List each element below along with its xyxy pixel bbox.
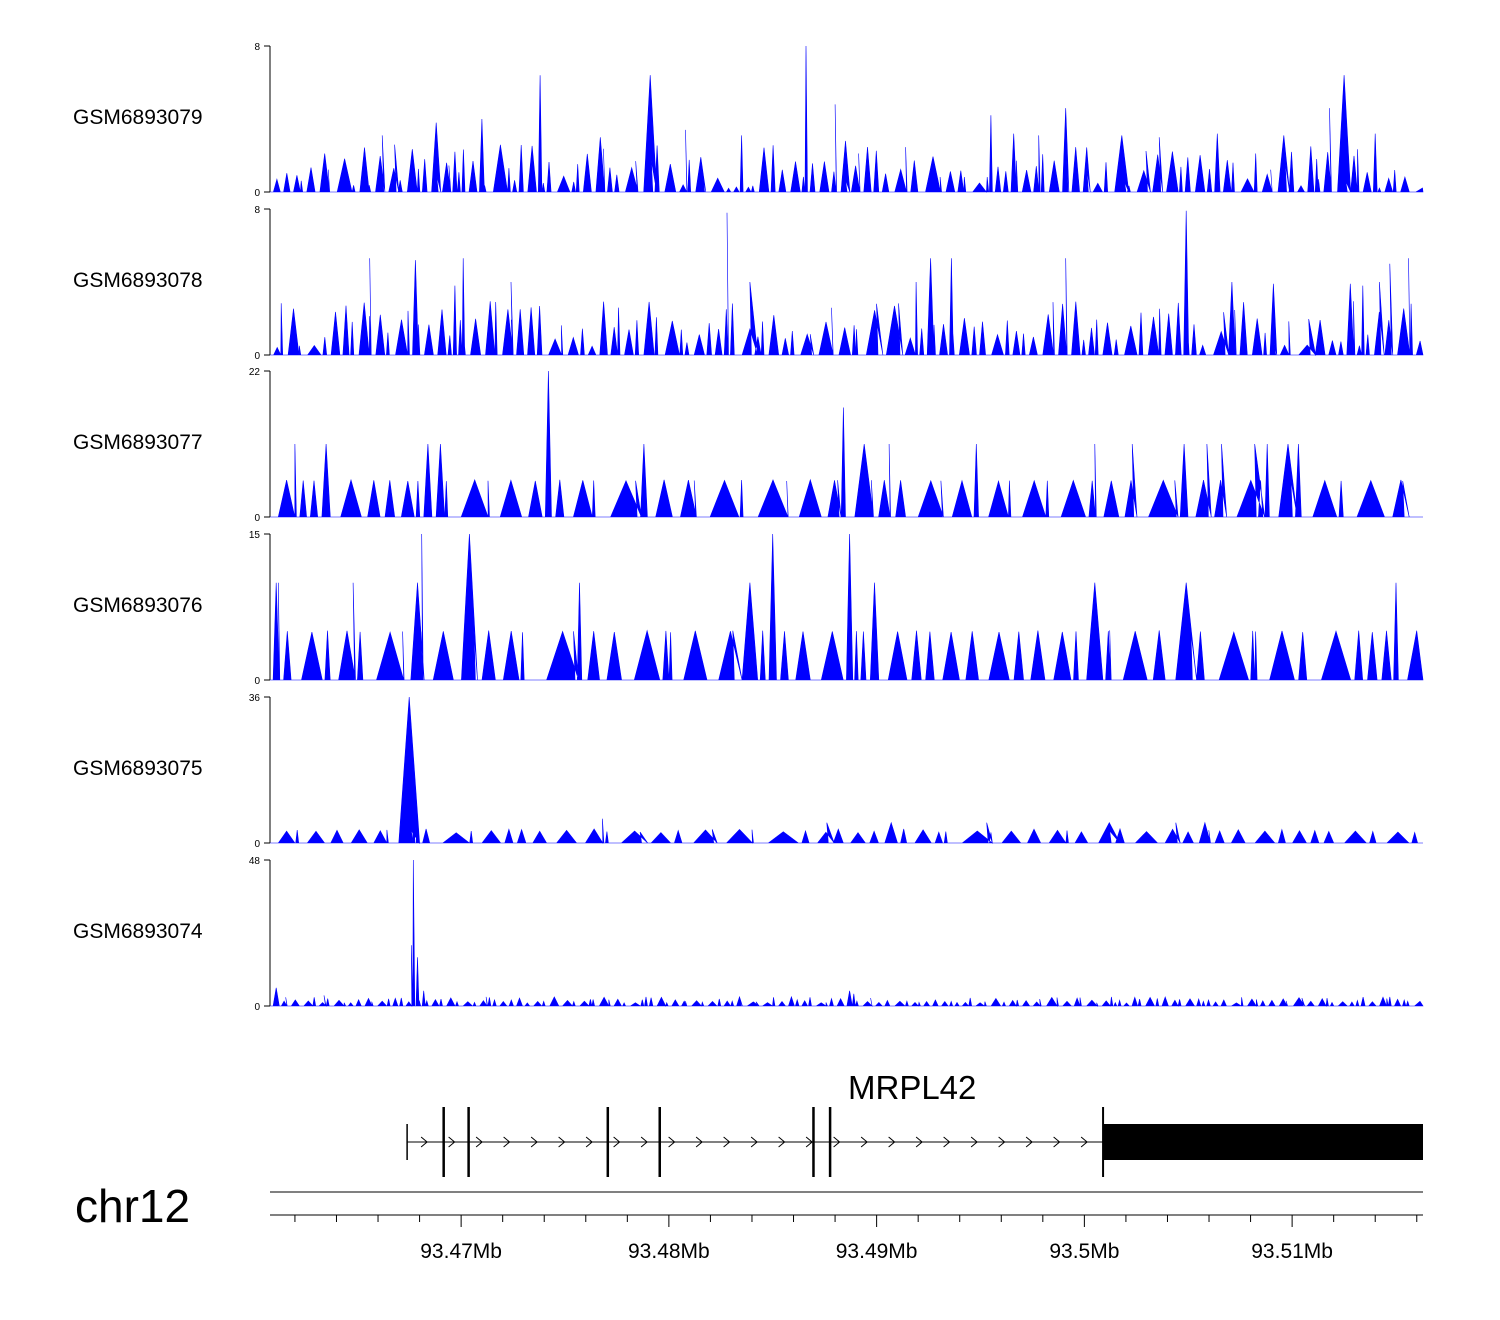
strand-arrow bbox=[805, 1136, 813, 1148]
y-max-label: 8 bbox=[254, 42, 260, 53]
strand-arrow bbox=[833, 1136, 841, 1148]
track-label: GSM6893079 bbox=[73, 106, 203, 129]
track-label: GSM6893077 bbox=[73, 431, 203, 454]
x-tick-label: 93.49Mb bbox=[836, 1240, 918, 1263]
y-max-label: 36 bbox=[249, 693, 261, 704]
signal-area bbox=[270, 370, 1423, 518]
track-label: GSM6893078 bbox=[73, 269, 203, 292]
track-label: GSM6893076 bbox=[73, 594, 203, 617]
track-GSM6893075: GSM6893075 36 0 bbox=[73, 693, 1423, 850]
x-tick-label: 93.47Mb bbox=[420, 1240, 502, 1263]
strand-arrow bbox=[750, 1136, 758, 1148]
strand-arrow bbox=[420, 1136, 428, 1148]
strand-arrow bbox=[585, 1136, 593, 1148]
strand-arrow bbox=[668, 1136, 676, 1148]
y-min-label: 0 bbox=[254, 839, 260, 850]
exon bbox=[828, 1107, 832, 1177]
track-GSM6893076: GSM6893076 15 0 bbox=[73, 530, 1424, 687]
strand-arrow bbox=[888, 1136, 896, 1148]
signal-area bbox=[270, 859, 1424, 1008]
strand-arrow bbox=[448, 1136, 456, 1148]
chromosome-label: chr12 bbox=[75, 1180, 190, 1232]
y-min-label: 0 bbox=[254, 351, 260, 362]
signal-area bbox=[270, 696, 1423, 845]
track-GSM6893078: GSM6893078 8 0 bbox=[73, 205, 1424, 362]
track-GSM6893077: GSM6893077 22 0 bbox=[73, 367, 1423, 524]
signal-tracks: GSM689307980GSM689307880GSM6893077220GSM… bbox=[73, 42, 1424, 1013]
y-min-label: 0 bbox=[254, 676, 260, 687]
strand-arrow bbox=[640, 1136, 648, 1148]
strand-arrow bbox=[1053, 1136, 1061, 1148]
x-tick-label: 93.51Mb bbox=[1251, 1240, 1333, 1263]
gene-track: MRPL42 bbox=[406, 1069, 1423, 1177]
y-max-label: 48 bbox=[249, 856, 261, 867]
y-max-label: 8 bbox=[254, 205, 260, 216]
track-GSM6893079: GSM6893079 8 0 bbox=[73, 42, 1424, 199]
y-min-label: 0 bbox=[254, 513, 260, 524]
exon bbox=[467, 1107, 470, 1177]
gene-name-label: MRPL42 bbox=[848, 1069, 976, 1106]
signal-area bbox=[270, 533, 1424, 681]
track-GSM6893074: GSM6893074 48 0 bbox=[73, 856, 1424, 1013]
exon bbox=[658, 1107, 661, 1177]
strand-arrow bbox=[530, 1136, 538, 1148]
exon bbox=[1103, 1124, 1423, 1160]
exon bbox=[442, 1107, 445, 1177]
strand-arrow bbox=[778, 1136, 786, 1148]
signal-area bbox=[270, 45, 1424, 193]
strand-arrow bbox=[943, 1136, 951, 1148]
strand-arrow bbox=[723, 1136, 731, 1148]
strand-arrow bbox=[503, 1136, 511, 1148]
strand-arrow bbox=[860, 1136, 868, 1148]
strand-arrow bbox=[915, 1136, 923, 1148]
y-min-label: 0 bbox=[254, 1002, 260, 1013]
y-max-label: 22 bbox=[249, 367, 261, 378]
track-label: GSM6893075 bbox=[73, 757, 203, 780]
track-label: GSM6893074 bbox=[73, 920, 203, 943]
exon bbox=[606, 1107, 610, 1177]
signal-area bbox=[270, 210, 1424, 357]
x-tick-label: 93.5Mb bbox=[1049, 1240, 1119, 1263]
strand-arrow bbox=[970, 1136, 978, 1148]
y-max-label: 15 bbox=[249, 530, 261, 541]
genome-axis: chr12 93.47Mb 93.48Mb 93.49Mb 93.5Mb 93.51Mb bbox=[75, 1180, 1423, 1263]
strand-arrow bbox=[1025, 1136, 1033, 1148]
strand-arrow bbox=[613, 1136, 621, 1148]
y-min-label: 0 bbox=[254, 188, 260, 199]
strand-arrow bbox=[558, 1136, 566, 1148]
strand-arrow bbox=[1080, 1136, 1088, 1148]
strand-arrow bbox=[695, 1136, 703, 1148]
exon bbox=[812, 1107, 815, 1177]
strand-arrow bbox=[475, 1136, 483, 1148]
x-tick-label: 93.48Mb bbox=[628, 1240, 710, 1263]
strand-arrow bbox=[998, 1136, 1006, 1148]
